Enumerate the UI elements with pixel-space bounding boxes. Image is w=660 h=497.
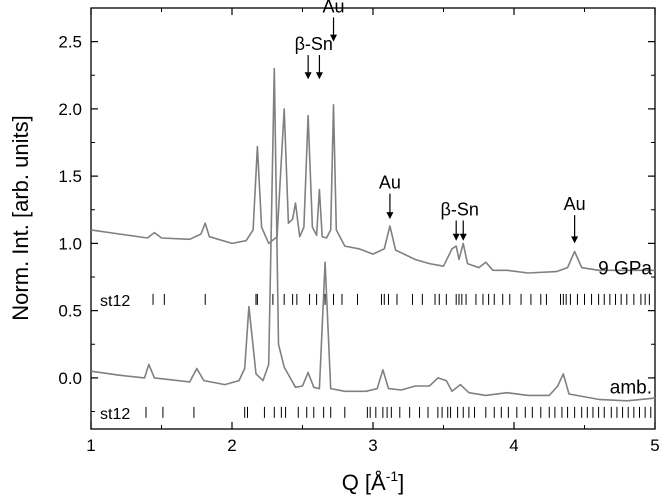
tick-row-label: st12 <box>100 293 130 310</box>
y-axis-label: Norm. Int. [arb. units] <box>8 115 33 320</box>
peak-arrow-head <box>459 233 467 241</box>
reflection-tick-rows: st12 st12 <box>100 293 652 423</box>
tick-labels: 1 2 3 4 5 0.0 0.5 1.0 1.5 2.0 2.5 <box>58 33 659 455</box>
x-axis-label: Q [Å-1] <box>342 468 405 495</box>
y-tick-label: 0.0 <box>58 369 82 388</box>
y-tick-label: 2.5 <box>58 33 82 52</box>
peak-label: β-Sn <box>295 34 333 54</box>
peak-arrow-head <box>315 72 323 80</box>
x-tick-label: 3 <box>368 436 377 455</box>
peak-arrow-head <box>452 233 460 241</box>
peak-arrow-head <box>571 236 579 244</box>
peak-label: β-Sn <box>441 200 479 220</box>
y-tick-label: 0.5 <box>58 302 82 321</box>
x-tick-label: 5 <box>650 436 659 455</box>
y-tick-label: 1.5 <box>58 167 82 186</box>
peak-label: Au <box>564 194 586 214</box>
axis-ticks <box>90 7 656 429</box>
peak-annotations: β-Sn Au Au β-Sn Au <box>295 0 586 244</box>
series-line <box>90 67 656 402</box>
peak-arrow-head <box>304 72 312 80</box>
series-label-9gpa: 9 GPa <box>598 259 652 280</box>
peak-label: Au <box>323 0 345 16</box>
peak-label: Au <box>379 173 401 193</box>
y-tick-label: 1.0 <box>58 234 82 253</box>
tick-row-label: st12 <box>100 406 130 423</box>
series-line <box>90 104 655 274</box>
series-layer <box>90 67 656 402</box>
series-label-amb: amb. <box>610 378 652 399</box>
x-tick-label: 4 <box>509 436 518 455</box>
plot-frame <box>90 7 656 430</box>
series-labels: 9 GPa amb. <box>598 259 652 399</box>
peak-arrow-head <box>330 34 338 42</box>
x-tick-label: 1 <box>86 436 95 455</box>
y-tick-label: 2.0 <box>58 100 82 119</box>
peak-arrow-head <box>386 212 394 220</box>
x-tick-label: 2 <box>227 436 236 455</box>
